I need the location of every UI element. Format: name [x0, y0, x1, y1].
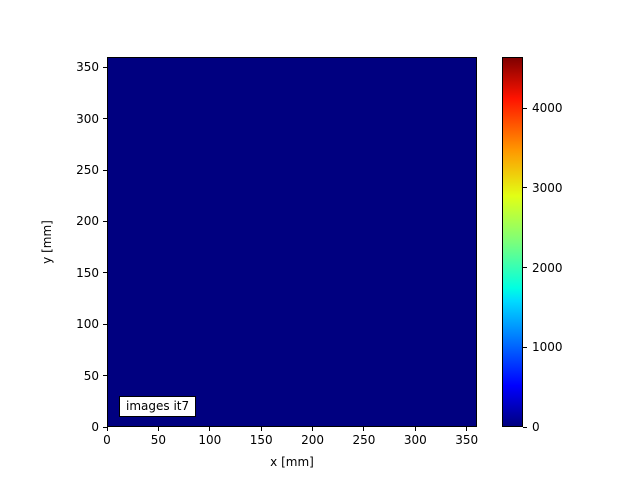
- x-tick-label: 150: [249, 433, 273, 447]
- y-tick-label: 300: [76, 111, 99, 126]
- x-tick-mark: [209, 427, 211, 431]
- y-tick-mark: [103, 375, 107, 377]
- x-tick-mark: [157, 427, 159, 431]
- x-tick-label: 200: [301, 433, 324, 447]
- x-tick-mark: [312, 427, 314, 431]
- y-tick-label: 50: [83, 368, 99, 383]
- y-tick-label: 100: [76, 317, 99, 332]
- x-tick-mark: [363, 427, 365, 431]
- y-tick-mark: [103, 323, 107, 325]
- x-tick-label: 350: [455, 433, 479, 447]
- y-axis-label: y [mm]: [40, 220, 54, 264]
- x-tick-label: 0: [103, 433, 111, 447]
- y-tick-label: 150: [76, 265, 99, 280]
- colorbar-tick-label: 4000: [532, 101, 563, 116]
- y-tick-mark: [103, 66, 107, 68]
- y-tick-mark: [103, 220, 107, 222]
- y-tick-label: 350: [76, 60, 99, 75]
- colorbar-tick-mark: [523, 426, 527, 428]
- y-tick-mark: [103, 272, 107, 274]
- x-tick-mark: [466, 427, 468, 431]
- x-tick-label: 300: [403, 433, 427, 447]
- x-tick-label: 50: [150, 433, 167, 447]
- x-tick-mark: [414, 427, 416, 431]
- colorbar-tick-label: 3000: [532, 180, 563, 195]
- y-tick-mark: [103, 118, 107, 120]
- x-tick-label: 100: [198, 433, 222, 447]
- heatmap-plot-area: [107, 57, 477, 427]
- colorbar-tick-mark: [523, 107, 527, 109]
- y-tick-mark: [103, 426, 107, 428]
- y-tick-label: 200: [76, 214, 99, 229]
- colorbar: [502, 57, 523, 427]
- colorbar-tick-mark: [523, 346, 527, 348]
- annotation-box: images it7: [119, 396, 197, 417]
- colorbar-tick-label: 0: [532, 420, 540, 434]
- x-tick-mark: [260, 427, 262, 431]
- x-tick-label: 250: [352, 433, 376, 447]
- colorbar-tick-mark: [523, 187, 527, 189]
- y-tick-label: 250: [76, 163, 99, 178]
- colorbar-tick-label: 1000: [532, 340, 563, 355]
- x-axis-label: x [mm]: [270, 455, 314, 469]
- colorbar-tick-mark: [523, 267, 527, 269]
- colorbar-tick-label: 2000: [532, 260, 563, 275]
- x-tick-mark: [106, 427, 108, 431]
- y-tick-label: 0: [91, 420, 99, 434]
- y-tick-mark: [103, 169, 107, 171]
